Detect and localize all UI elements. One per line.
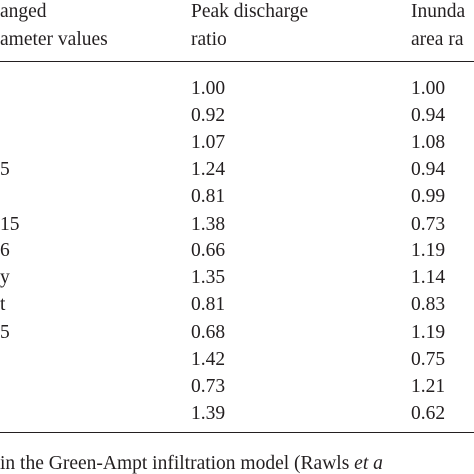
peak-value: 0.81 bbox=[191, 186, 226, 207]
area-value: 0.73 bbox=[411, 214, 446, 235]
area-value: 1.14 bbox=[411, 267, 446, 288]
row-label: 6 bbox=[0, 240, 10, 261]
bottom-rule bbox=[0, 432, 474, 433]
header-col2-line1: Peak discharge bbox=[191, 1, 309, 22]
peak-value: 0.68 bbox=[191, 322, 226, 343]
area-value: 0.94 bbox=[411, 159, 446, 180]
footnote-text: in the Green-Ampt infiltration model (Ra… bbox=[0, 453, 355, 474]
peak-value: 0.81 bbox=[191, 294, 226, 315]
row-label: 5 bbox=[0, 159, 10, 180]
peak-value: 1.07 bbox=[191, 132, 226, 153]
area-value: 1.21 bbox=[411, 376, 446, 397]
row-label: t bbox=[0, 294, 6, 315]
area-value: 0.75 bbox=[411, 349, 446, 370]
header-col3-line2: area ra bbox=[411, 29, 464, 50]
peak-value: 1.00 bbox=[191, 78, 226, 99]
footnote-italic: et a bbox=[354, 453, 383, 474]
peak-value: 1.38 bbox=[191, 214, 226, 235]
header-col1-line2: ameter values bbox=[0, 29, 108, 50]
peak-value: 1.39 bbox=[191, 403, 226, 424]
row-label: y bbox=[0, 267, 10, 288]
area-value: 0.62 bbox=[411, 403, 446, 424]
area-value: 1.19 bbox=[411, 322, 446, 343]
header-col1-line1: anged bbox=[0, 1, 47, 22]
area-value: 1.08 bbox=[411, 132, 446, 153]
row-label: 15 bbox=[0, 214, 20, 235]
header-rule bbox=[0, 61, 474, 62]
peak-value: 1.24 bbox=[191, 159, 226, 180]
peak-value: 0.73 bbox=[191, 376, 226, 397]
header-col2-line2: ratio bbox=[191, 29, 227, 50]
area-value: 0.83 bbox=[411, 294, 446, 315]
footnote: in the Green-Ampt infiltration model (Ra… bbox=[0, 454, 383, 474]
area-value: 1.00 bbox=[411, 78, 446, 99]
area-value: 0.99 bbox=[411, 186, 446, 207]
peak-value: 0.66 bbox=[191, 240, 226, 261]
row-label: 5 bbox=[0, 322, 10, 343]
peak-value: 1.42 bbox=[191, 349, 226, 370]
area-value: 1.19 bbox=[411, 240, 446, 261]
area-value: 0.94 bbox=[411, 105, 446, 126]
header-col3-line1: Inunda bbox=[411, 1, 466, 22]
peak-value: 0.92 bbox=[191, 105, 226, 126]
peak-value: 1.35 bbox=[191, 267, 226, 288]
